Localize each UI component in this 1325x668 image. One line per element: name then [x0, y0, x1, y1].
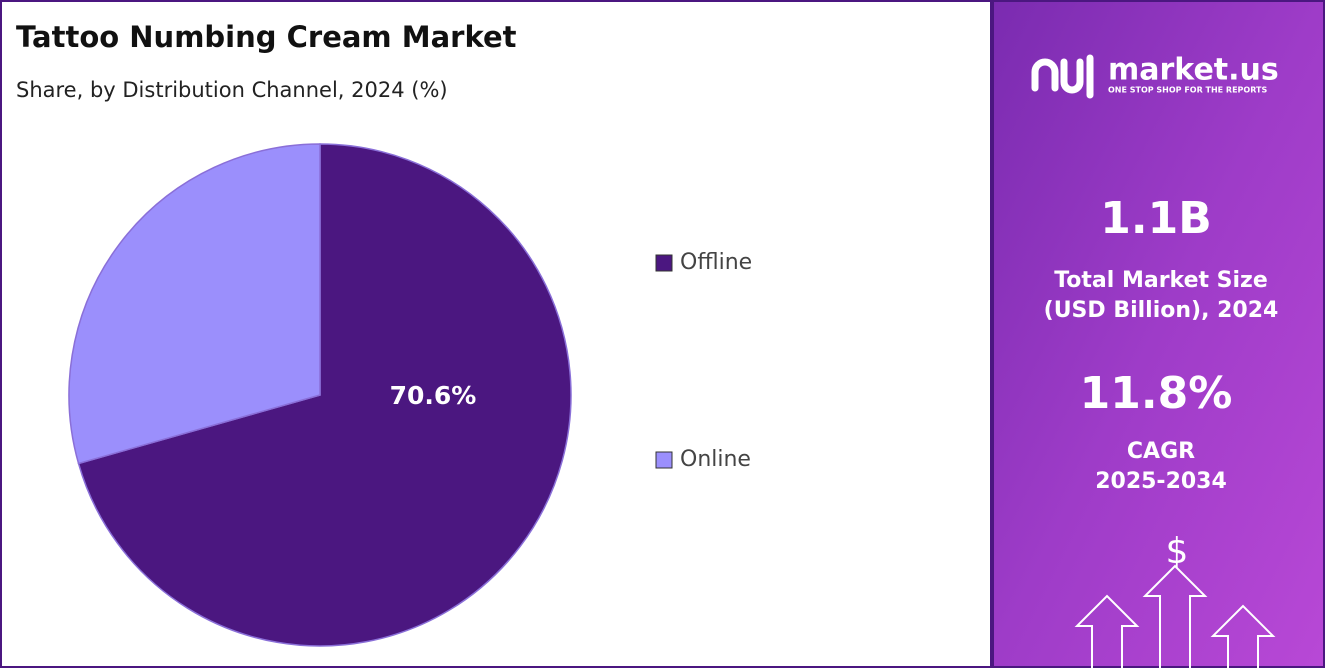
side-panel: market.us ONE STOP SHOP FOR THE REPORTS … [990, 2, 1323, 668]
dollar-icon: $ [1166, 531, 1189, 572]
chart-title: Tattoo Numbing Cream Market [16, 20, 517, 54]
legend: Offline Online [655, 250, 752, 472]
legend-swatch [655, 451, 673, 469]
market-size-label: Total Market Size [1054, 268, 1268, 293]
legend-label: Offline [680, 250, 752, 275]
value-label: 70.6% [390, 381, 477, 410]
market-size-label: (USD Billion), 2024 [1044, 298, 1279, 323]
legend-swatch [655, 254, 673, 272]
pie-slice [77, 143, 572, 647]
chart-subtitle: Share, by Distribution Channel, 2024 (%) [16, 78, 448, 102]
tagline: ONE STOP SHOP FOR THE REPORTS [1108, 86, 1267, 95]
legend-label: Online [680, 447, 751, 472]
pie: 70.6% [68, 143, 572, 647]
pie-slice [68, 143, 321, 465]
cagr-label: CAGR [1127, 439, 1195, 464]
panel-background [990, 2, 1323, 666]
arrows [1074, 564, 1276, 668]
brand: market.us [1108, 53, 1279, 88]
panel-divider [990, 2, 994, 666]
cagr: 11.8% [1080, 368, 1233, 419]
logo-icon [1031, 54, 1094, 99]
cagr-label: 2025-2034 [1095, 469, 1227, 494]
market-size: 1.1B [1100, 193, 1211, 244]
